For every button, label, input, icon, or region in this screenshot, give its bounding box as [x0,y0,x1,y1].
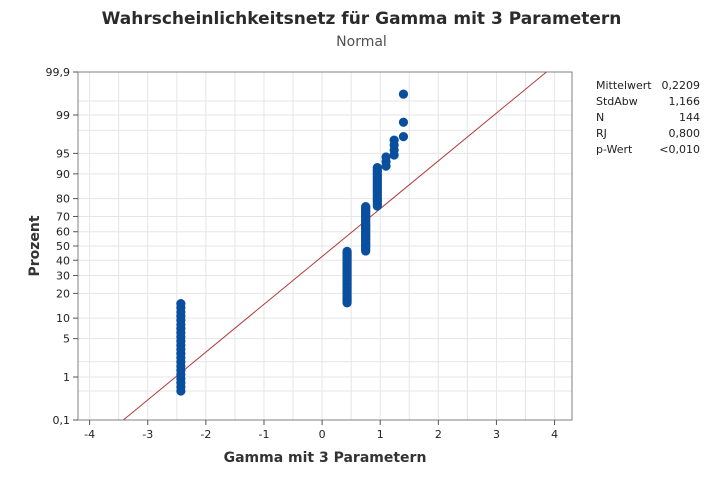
y-tick-label: 20 [56,287,70,300]
x-tick-label: 3 [493,428,500,441]
y-tick-label: 0,1 [53,414,71,427]
stat-row-p-value: p-Wert <0,010 [596,142,700,158]
stat-row-stddev: StdAbw 1,166 [596,94,700,110]
data-point [398,131,409,142]
x-tick-label: -2 [200,428,211,441]
stat-label: Mittelwert [596,79,652,92]
x-tick-label: -4 [84,428,95,441]
stat-row-rj: RJ 0,800 [596,126,700,142]
x-tick-label: -3 [142,428,153,441]
chart-title: Wahrscheinlichkeitsnetz für Gamma mit 3 … [101,9,622,29]
stat-value: 0,2209 [661,79,701,92]
data-point [361,201,371,212]
y-tick-label: 40 [56,254,70,267]
x-tick-label: 2 [435,428,442,441]
y-tick-label: 5 [63,333,70,346]
stat-value: <0,010 [659,143,700,156]
x-tick-label: -1 [258,428,269,441]
y-tick-label: 99 [56,109,70,122]
stat-label: N [596,111,605,124]
data-point [372,163,382,173]
data-point [398,117,409,127]
fit-line [123,71,547,421]
y-tick-label: 10 [56,312,70,325]
stat-row-mean: Mittelwert 0,2209 [596,78,700,94]
data-point [389,135,399,145]
data-points [176,89,409,396]
y-tick-label: 60 [56,226,70,239]
y-tick-label: 90 [56,168,70,181]
data-point [381,152,391,162]
stat-value: 1,166 [668,95,701,108]
data-point [176,299,186,309]
y-tick-label: 30 [56,270,70,283]
x-tick-label: 1 [377,428,384,441]
statistics-table: Mittelwert 0,2209 StdAbw 1,166 N 144 RJ … [596,78,700,158]
y-tick-label: 99,9 [46,66,71,79]
grid-lines [78,71,572,421]
stat-label: p-Wert [596,143,633,156]
x-tick-label: 4 [551,428,558,441]
stat-value: 0,800 [668,127,701,140]
y-tick-label: 95 [56,147,70,160]
y-tick-label: 80 [56,193,70,206]
stat-label: RJ [596,127,607,140]
data-point [398,89,409,99]
data-point [342,246,352,256]
y-tick-label: 50 [56,240,70,253]
fit-line-group [123,71,547,421]
y-tick-label: 70 [56,210,70,223]
chart-subtitle: Normal [336,34,387,50]
y-axis-label: Prozent [27,215,43,276]
x-axis-label: Gamma mit 3 Parametern [224,450,427,466]
stat-value: 144 [679,111,700,124]
y-tick-label: 1 [63,371,70,384]
x-tick-label: 0 [319,428,326,441]
stat-row-n: N 144 [596,110,700,126]
stat-label: StdAbw [596,95,638,108]
